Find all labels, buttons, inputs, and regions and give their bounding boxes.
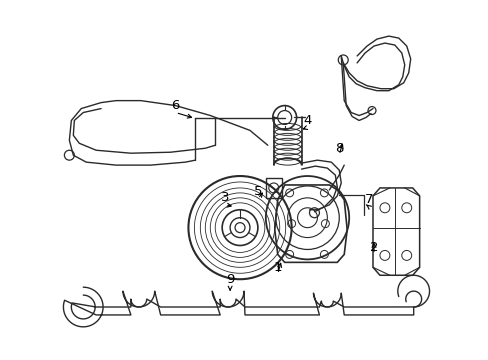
Text: 3: 3 xyxy=(221,192,229,204)
Text: 9: 9 xyxy=(225,273,234,286)
Text: 7: 7 xyxy=(364,193,372,206)
Text: 2: 2 xyxy=(369,241,378,254)
Text: 4: 4 xyxy=(303,114,311,127)
Text: 8: 8 xyxy=(334,142,343,155)
Text: 5: 5 xyxy=(253,185,262,198)
Text: 1: 1 xyxy=(273,261,282,274)
Text: 6: 6 xyxy=(171,99,180,112)
